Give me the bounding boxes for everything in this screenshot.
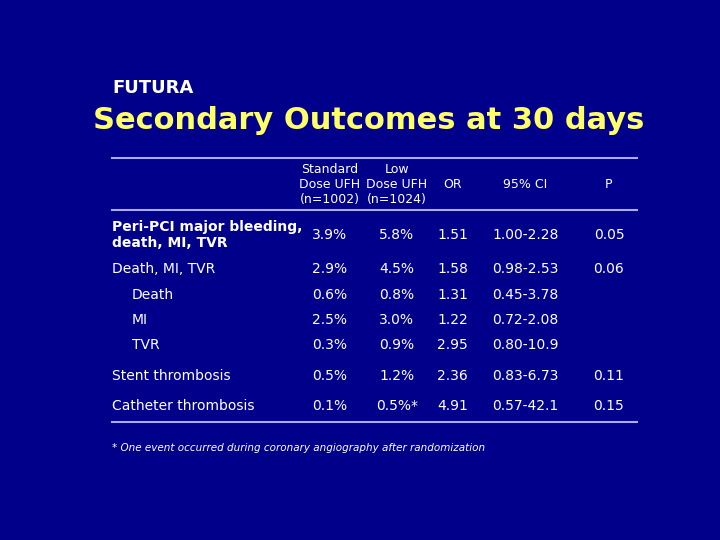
- Text: Peri-PCI major bleeding,
death, MI, TVR: Peri-PCI major bleeding, death, MI, TVR: [112, 220, 302, 251]
- Text: 1.31: 1.31: [437, 288, 468, 302]
- Text: 0.06: 0.06: [593, 261, 624, 275]
- Text: Standard
Dose UFH
(n=1002): Standard Dose UFH (n=1002): [300, 163, 361, 206]
- Text: Low
Dose UFH
(n=1024): Low Dose UFH (n=1024): [366, 163, 428, 206]
- Text: 1.58: 1.58: [437, 261, 468, 275]
- Text: 95% CI: 95% CI: [503, 178, 547, 191]
- Text: Death: Death: [132, 288, 174, 302]
- Text: Stent thrombosis: Stent thrombosis: [112, 369, 231, 383]
- Text: 0.57-42.1: 0.57-42.1: [492, 399, 559, 413]
- Text: 0.05: 0.05: [593, 228, 624, 242]
- Text: 0.1%: 0.1%: [312, 399, 348, 413]
- Text: 1.00-2.28: 1.00-2.28: [492, 228, 559, 242]
- Text: 4.5%: 4.5%: [379, 261, 415, 275]
- Text: 0.8%: 0.8%: [379, 288, 415, 302]
- Text: 0.11: 0.11: [593, 369, 624, 383]
- Text: P: P: [606, 178, 613, 191]
- Text: 5.8%: 5.8%: [379, 228, 415, 242]
- Text: 4.91: 4.91: [437, 399, 468, 413]
- Text: 0.72-2.08: 0.72-2.08: [492, 313, 559, 327]
- Text: * One event occurred during coronary angiography after randomization: * One event occurred during coronary ang…: [112, 443, 485, 453]
- Text: 0.15: 0.15: [593, 399, 624, 413]
- Text: OR: OR: [444, 178, 462, 191]
- Text: Death, MI, TVR: Death, MI, TVR: [112, 261, 215, 275]
- Text: MI: MI: [132, 313, 148, 327]
- Text: FUTURA: FUTURA: [112, 79, 194, 97]
- Text: 0.5%: 0.5%: [312, 369, 348, 383]
- Text: 0.45-3.78: 0.45-3.78: [492, 288, 559, 302]
- Text: 2.5%: 2.5%: [312, 313, 348, 327]
- Text: 0.83-6.73: 0.83-6.73: [492, 369, 559, 383]
- Text: 2.95: 2.95: [437, 338, 468, 352]
- Text: 1.51: 1.51: [437, 228, 468, 242]
- Text: Secondary Outcomes at 30 days: Secondary Outcomes at 30 days: [94, 106, 644, 136]
- Text: 1.22: 1.22: [437, 313, 468, 327]
- Text: 0.98-2.53: 0.98-2.53: [492, 261, 559, 275]
- Text: 3.0%: 3.0%: [379, 313, 415, 327]
- Text: 3.9%: 3.9%: [312, 228, 348, 242]
- Text: Catheter thrombosis: Catheter thrombosis: [112, 399, 255, 413]
- Text: 0.5%*: 0.5%*: [376, 399, 418, 413]
- Text: 0.6%: 0.6%: [312, 288, 348, 302]
- Text: 2.9%: 2.9%: [312, 261, 348, 275]
- Text: 1.2%: 1.2%: [379, 369, 415, 383]
- Text: 2.36: 2.36: [437, 369, 468, 383]
- Text: 0.80-10.9: 0.80-10.9: [492, 338, 559, 352]
- Text: TVR: TVR: [132, 338, 159, 352]
- Text: 0.9%: 0.9%: [379, 338, 415, 352]
- Text: 0.3%: 0.3%: [312, 338, 348, 352]
